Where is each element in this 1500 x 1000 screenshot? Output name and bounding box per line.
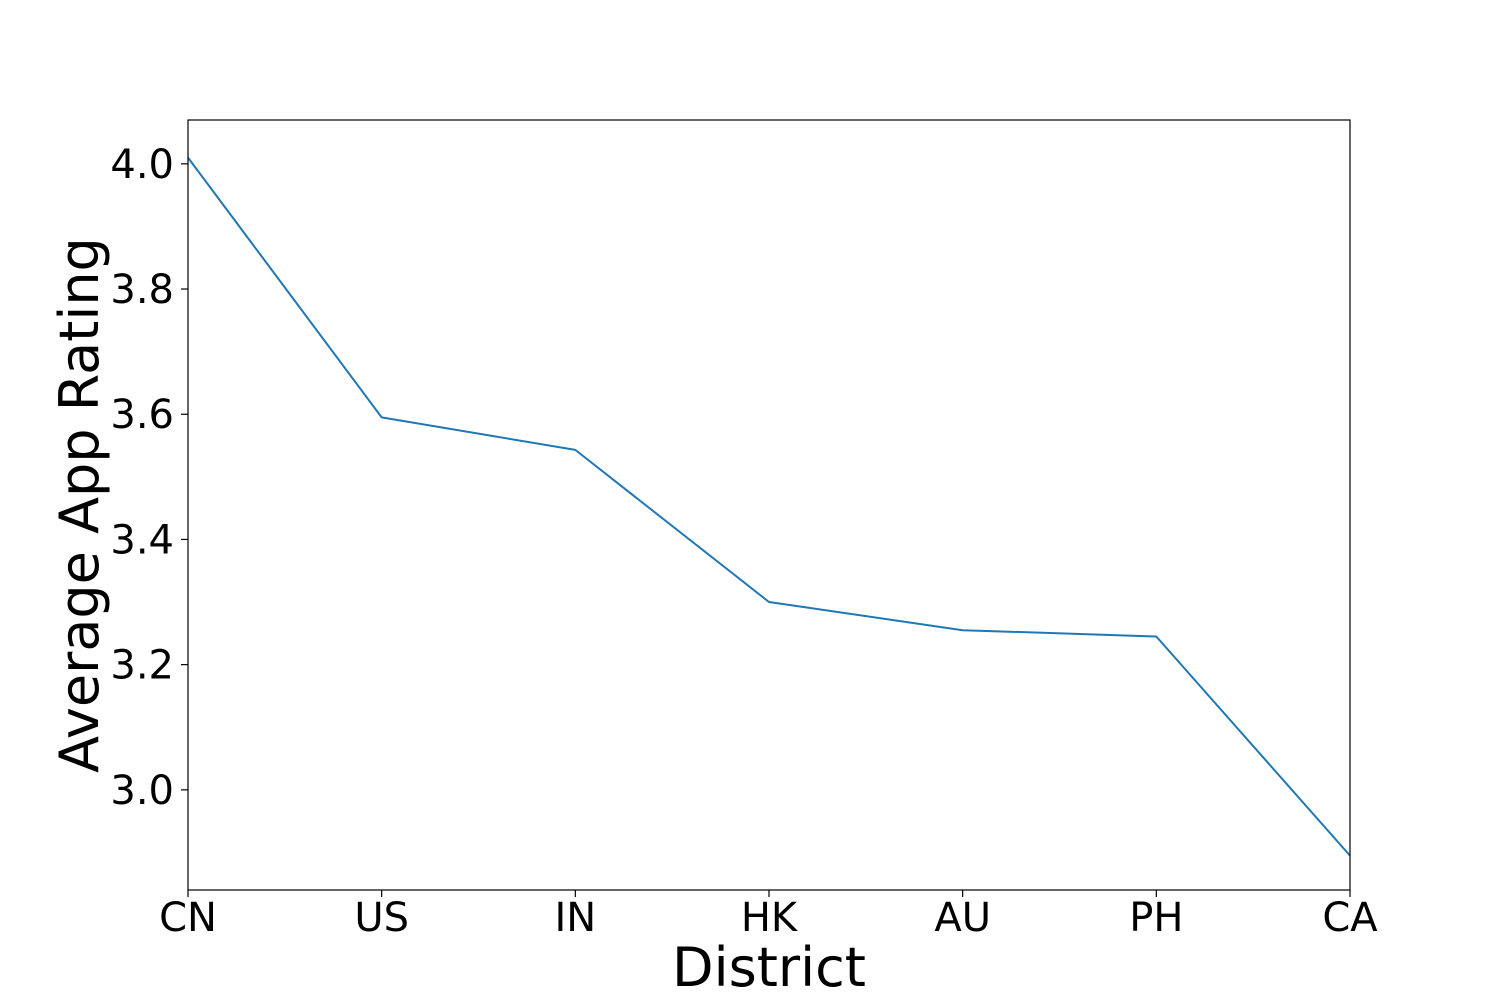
y-tick-label: 3.0: [110, 768, 174, 814]
x-tick-label: HK: [741, 895, 799, 941]
y-tick-label: 3.6: [110, 392, 174, 438]
y-tick-label: 4.0: [110, 142, 174, 188]
y-tick-label: 3.4: [110, 517, 174, 563]
x-axis-ticks: CN US IN HK AU PH CA: [159, 890, 1378, 941]
series-line: [187, 157, 1351, 857]
y-axis-ticks: 3.0 3.2 3.4 3.6 3.8 4.0: [110, 142, 188, 814]
series-layer: [187, 157, 1351, 857]
plot-frame: [187, 119, 1351, 891]
y-tick-label: 3.2: [110, 643, 174, 689]
x-tick-label: AU: [934, 895, 991, 941]
x-tick-label: PH: [1129, 895, 1183, 941]
x-tick-label: IN: [554, 895, 596, 941]
y-tick-label: 3.8: [110, 267, 174, 313]
y-axis-label: Average App Rating: [48, 237, 111, 773]
x-tick-label: US: [354, 895, 409, 941]
x-axis-label: District: [672, 936, 866, 999]
x-tick-label: CN: [159, 895, 217, 941]
x-tick-label: CA: [1322, 895, 1378, 941]
